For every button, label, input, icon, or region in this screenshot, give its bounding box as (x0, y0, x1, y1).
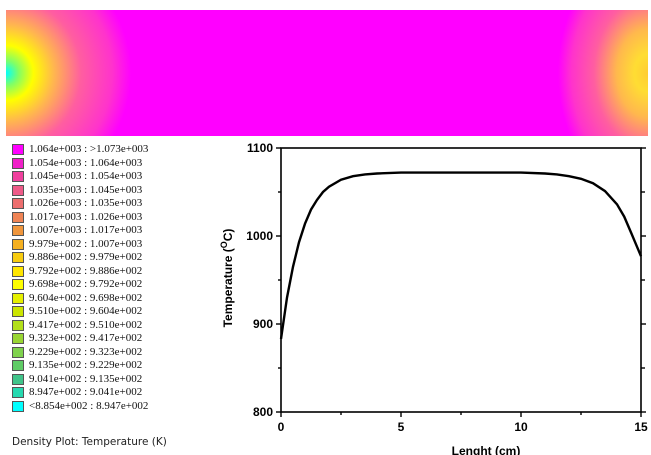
legend-swatch (12, 360, 24, 372)
legend-swatch (12, 252, 24, 264)
legend-label: 9.417e+002 : 9.510e+002 (29, 318, 143, 331)
legend-item: 1.064e+003 : >1.073e+003 (12, 143, 222, 157)
legend-swatch (12, 144, 24, 156)
x-tick-label: 10 (514, 420, 528, 434)
x-tick-label: 15 (634, 420, 648, 434)
legend-swatch (12, 400, 24, 412)
legend-swatch (12, 279, 24, 291)
legend-swatch (12, 333, 24, 345)
legend-swatch (12, 211, 24, 223)
x-axis-title: Lenght (cm) (452, 444, 521, 455)
chart-axes (280, 147, 642, 413)
legend-swatch (12, 319, 24, 331)
legend-item: 1.017e+003 : 1.026e+003 (12, 211, 222, 225)
legend-label: 1.007e+003 : 1.017e+003 (29, 224, 143, 237)
legend-label: 1.035e+003 : 1.045e+003 (29, 183, 143, 196)
legend-swatch (12, 198, 24, 210)
legend-swatch (12, 292, 24, 304)
legend-swatch (12, 387, 24, 399)
legend-label: 9.886e+002 : 9.979e+002 (29, 251, 143, 264)
legend-label: 1.045e+003 : 1.054e+003 (29, 170, 143, 183)
legend-label: 9.979e+002 : 1.007e+003 (29, 237, 143, 250)
legend-item: 1.045e+003 : 1.054e+003 (12, 170, 222, 184)
legend-label: 8.947e+002 : 9.041e+002 (29, 386, 143, 399)
legend-label: 9.510e+002 : 9.604e+002 (29, 305, 143, 318)
legend-label: 1.054e+003 : 1.064e+003 (29, 156, 143, 169)
legend-swatch (12, 346, 24, 358)
y-tick-label: 800 (253, 405, 273, 419)
legend-label: 9.792e+002 : 9.886e+002 (29, 264, 143, 277)
legend-label: 9.698e+002 : 9.792e+002 (29, 278, 143, 291)
legend-item: 9.510e+002 : 9.604e+002 (12, 305, 222, 319)
legend-swatch (12, 157, 24, 169)
legend-label: 9.135e+002 : 9.229e+002 (29, 359, 143, 372)
legend-item: 9.604e+002 : 9.698e+002 (12, 292, 222, 306)
legend-item: 9.979e+002 : 1.007e+003 (12, 238, 222, 252)
density-plot-caption: Density Plot: Temperature (K) (12, 436, 167, 448)
legend-item: 1.026e+003 : 1.035e+003 (12, 197, 222, 211)
density-legend: 1.064e+003 : >1.073e+003 1.054e+003 : 1.0… (12, 143, 222, 413)
chart-ticks: 0 5 10 15 800 900 1000 1100 (246, 141, 648, 434)
legend-swatch (12, 265, 24, 277)
temperature-line-chart: 0 5 10 15 800 900 1000 1100 Lenght (cm) Tempera… (219, 141, 648, 455)
y-tick-label: 1000 (246, 229, 273, 243)
legend-item: 1.007e+003 : 1.017e+003 (12, 224, 222, 238)
legend-label: 1.026e+003 : 1.035e+003 (29, 197, 143, 210)
legend-item: 1.054e+003 : 1.064e+003 (12, 157, 222, 171)
legend-item: 9.792e+002 : 9.886e+002 (12, 265, 222, 279)
legend-label: 9.604e+002 : 9.698e+002 (29, 291, 143, 304)
legend-swatch (12, 306, 24, 318)
left-hot-edge (6, 10, 131, 136)
temperature-density-plot (6, 10, 648, 136)
x-tick-label: 5 (398, 420, 405, 434)
legend-item: 9.886e+002 : 9.979e+002 (12, 251, 222, 265)
legend-label: 9.323e+002 : 9.417e+002 (29, 332, 143, 345)
legend-item: 9.041e+002 : 9.135e+002 (12, 373, 222, 387)
legend-label: 1.017e+003 : 1.026e+003 (29, 210, 143, 223)
legend-swatch (12, 184, 24, 196)
legend-item: 1.035e+003 : 1.045e+003 (12, 184, 222, 198)
plot-frame (280, 147, 642, 413)
legend-item: 9.417e+002 : 9.510e+002 (12, 319, 222, 333)
legend-swatch (12, 171, 24, 183)
legend-label: 9.229e+002 : 9.323e+002 (29, 345, 143, 358)
y-tick-label: 1100 (247, 141, 273, 155)
legend-label: 9.041e+002 : 9.135e+002 (29, 372, 143, 385)
right-hot-edge (558, 10, 648, 136)
legend-item: <8.854e+002 : 8.947e+002 (12, 400, 222, 414)
legend-item: 9.698e+002 : 9.792e+002 (12, 278, 222, 292)
y-tick-label: 900 (253, 317, 273, 331)
legend-label: 1.064e+003 : >1.073e+003 (29, 143, 149, 156)
legend-item: 9.229e+002 : 9.323e+002 (12, 346, 222, 360)
legend-item: 9.323e+002 : 9.417e+002 (12, 332, 222, 346)
y-axis-title: Temperature (OC) (219, 229, 235, 328)
legend-item: 9.135e+002 : 9.229e+002 (12, 359, 222, 373)
legend-label: <8.854e+002 : 8.947e+002 (29, 399, 149, 412)
x-tick-label: 0 (278, 420, 285, 434)
temperature-series-line (279, 171, 643, 340)
legend-swatch (12, 373, 24, 385)
legend-swatch (12, 238, 24, 250)
legend-swatch (12, 225, 24, 237)
legend-item: 8.947e+002 : 9.041e+002 (12, 386, 222, 400)
